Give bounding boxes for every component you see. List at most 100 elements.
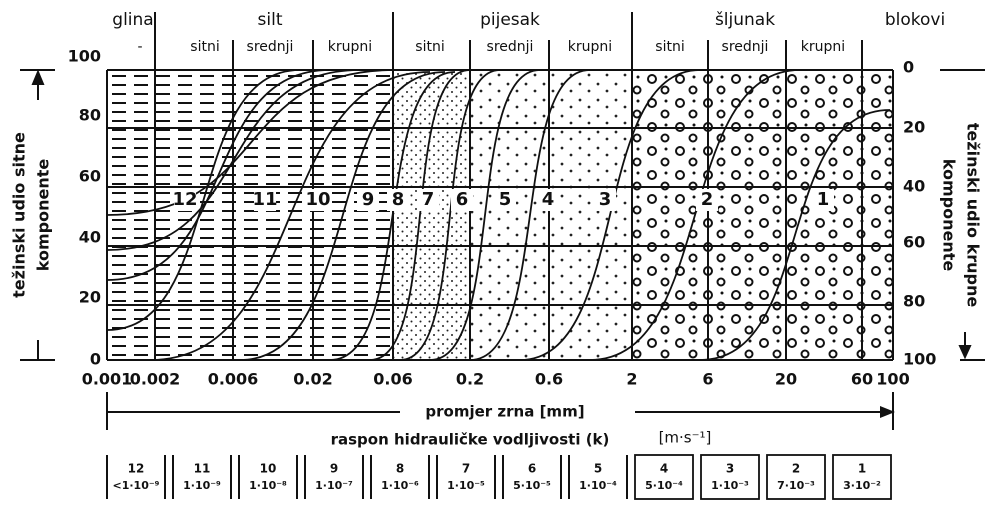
curve [106, 69, 301, 331]
k-zone: 12 [128, 462, 145, 476]
subgroup-label: sitni [415, 39, 444, 55]
left-tick: 100 [68, 47, 101, 66]
k-zone: 1 [858, 462, 866, 476]
k-value: 3·10⁻² [843, 479, 881, 492]
zone-bg [357, 189, 379, 211]
axis-title: komponente [940, 159, 959, 272]
curve [399, 69, 501, 361]
zone-curves [106, 69, 891, 361]
subgroup-label: sitni [655, 39, 684, 55]
k-value: 1·10⁻⁸ [249, 479, 287, 492]
left-tick: 40 [79, 228, 101, 247]
zone-number: 3 [599, 189, 612, 210]
arrow-head [880, 406, 895, 418]
k-box [766, 454, 826, 500]
group-label: silt [258, 10, 283, 30]
left-tick: 60 [79, 167, 101, 186]
k-box [239, 455, 297, 499]
k-box [503, 455, 561, 499]
curve [469, 69, 591, 361]
zone-number: 2 [701, 189, 714, 210]
k-unit: [m·s⁻¹] [659, 429, 712, 447]
group-label: pijesak [480, 10, 540, 30]
curve [106, 69, 361, 251]
curve [519, 69, 701, 361]
zone-bg [307, 189, 329, 211]
x-tick: 2 [626, 370, 637, 389]
k-value: 5·10⁻⁴ [645, 479, 683, 492]
k-box [569, 455, 627, 499]
zone-bg [537, 189, 559, 211]
curve [589, 69, 801, 361]
subgroup-label: krupni [328, 39, 372, 55]
k-value: <1·10⁻⁹ [113, 479, 160, 492]
k-box [634, 454, 694, 500]
k-zone: 10 [260, 462, 277, 476]
subgroup-label: srednji [247, 39, 294, 55]
k-zone: 3 [726, 462, 734, 476]
k-value: 1·10⁻⁷ [315, 479, 353, 492]
k-value: 5·10⁻⁵ [513, 479, 551, 492]
zone-number: 9 [362, 189, 375, 210]
zone-number: 10 [305, 189, 330, 210]
k-zone: 4 [660, 462, 668, 476]
k-zone: 8 [396, 462, 404, 476]
curve [369, 69, 471, 361]
right-tick: 0 [903, 58, 914, 77]
x-tick: 20 [775, 370, 797, 389]
k-zone: 5 [594, 462, 602, 476]
k-box [437, 455, 495, 499]
k-zone: 6 [528, 462, 536, 476]
zone-number: 7 [422, 189, 435, 210]
k-box [371, 455, 429, 499]
right-tick: 60 [903, 233, 925, 252]
k-title: raspon hidrauličke vodljivosti (k) [331, 431, 610, 449]
label-bg [400, 400, 635, 424]
side-markers [20, 69, 985, 361]
x-tick: 0.002 [130, 370, 181, 389]
x-tick: 0.006 [208, 370, 259, 389]
zone-bg [417, 189, 439, 211]
subgroup-label: - [137, 39, 142, 55]
zone-bg [594, 189, 616, 211]
zone-bg [494, 189, 516, 211]
subgroup-label: sitni [190, 39, 219, 55]
curve [149, 71, 431, 361]
curve [329, 71, 456, 361]
zone-bg [174, 189, 196, 211]
curve [699, 109, 891, 361]
k-zone: 9 [330, 462, 338, 476]
left-tick: 80 [79, 106, 101, 125]
x-tick: 0.02 [293, 370, 332, 389]
zone-number: 4 [542, 189, 555, 210]
k-zone: 11 [194, 462, 211, 476]
right-tick: 40 [903, 177, 925, 196]
group-label: blokovi [885, 10, 945, 30]
k-value: 1·10⁻⁹ [183, 479, 221, 492]
subgroup-label: krupni [568, 39, 612, 55]
k-value: 1·10⁻⁵ [447, 479, 485, 492]
subgroup-label: krupni [801, 39, 845, 55]
k-box [107, 455, 165, 499]
k-box [173, 455, 231, 499]
curve [239, 71, 446, 361]
x-title: promjer zrna [mm] [425, 403, 584, 421]
k-box [700, 454, 760, 500]
zone-bg [254, 189, 276, 211]
axis-title: komponente [34, 159, 53, 272]
group-label: glina [112, 10, 153, 30]
right-tick: 80 [903, 292, 925, 311]
group-label: šljunak [715, 10, 775, 30]
zone-bg [696, 189, 718, 211]
curve [106, 69, 331, 281]
x-tick: 0.6 [535, 370, 563, 389]
zone-number: 12 [172, 189, 197, 210]
zone-number: 11 [252, 189, 277, 210]
k-value: 1·10⁻⁶ [381, 479, 419, 492]
curve [429, 69, 541, 361]
zone-number: 8 [392, 189, 405, 210]
zone-number: 6 [456, 189, 469, 210]
k-value: 1·10⁻³ [711, 479, 749, 492]
right-tick: 100 [903, 350, 936, 369]
